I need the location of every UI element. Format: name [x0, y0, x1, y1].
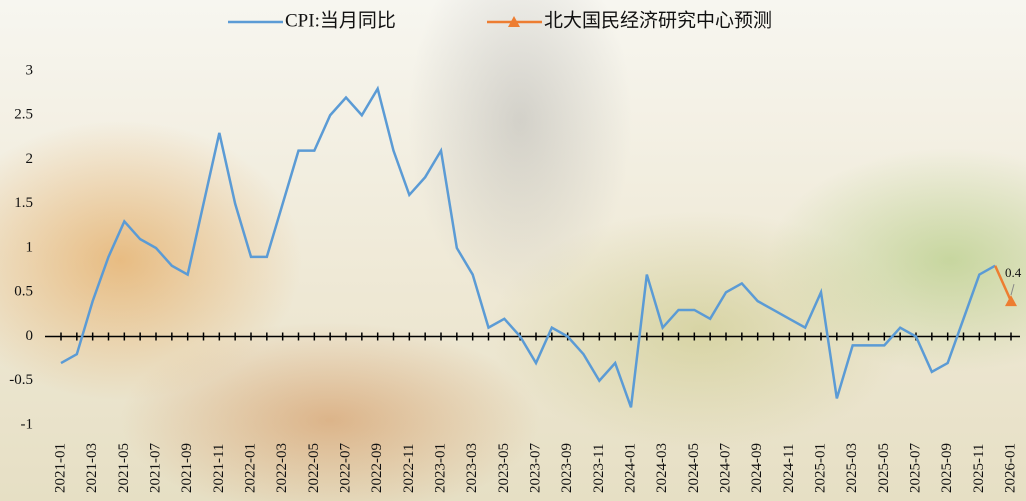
- x-tick-label: 2023-03: [464, 443, 480, 493]
- x-tick-label: 2026-01: [1002, 443, 1018, 493]
- x-tick-label: 2025-05: [876, 443, 892, 493]
- x-tick-label: 2024-07: [717, 443, 733, 493]
- x-tick-label: 2023-01: [432, 443, 448, 493]
- y-tick-label: 0.5: [14, 284, 33, 300]
- y-tick-label: 1.5: [14, 195, 33, 211]
- label-leader: [1011, 284, 1014, 295]
- chart: -1 -0.5 0 0.5 1 1.5 2 2.5 3 2021-01 2021-03 2021-05…: [0, 0, 1026, 501]
- x-tick-label: 2024-05: [686, 443, 702, 493]
- y-tick-label: 3: [26, 62, 34, 78]
- y-tick-label: 2.5: [14, 107, 33, 123]
- x-tick-label: 2021-09: [179, 443, 195, 493]
- series-line: [61, 89, 995, 408]
- x-tick-label: 2021-11: [211, 444, 227, 493]
- legend-label: CPI:当月同比: [285, 9, 396, 31]
- x-tick-label: 2025-07: [907, 443, 923, 493]
- data-label: 0.4: [1005, 265, 1022, 280]
- x-tick-label: 2023-11: [591, 444, 607, 493]
- y-tick-label: -0.5: [9, 372, 33, 388]
- x-tick-label: 2024-11: [781, 444, 797, 493]
- y-tick-label: 0: [26, 328, 34, 344]
- x-tick-label: 2024-01: [622, 443, 638, 493]
- x-tick-label: 2023-07: [527, 443, 543, 493]
- x-tick-label: 2023-09: [559, 443, 575, 493]
- y-tick-label: 1: [26, 239, 34, 255]
- marker: [1005, 295, 1017, 306]
- x-tick-label: 2025-11: [971, 444, 987, 493]
- x-tick-label: 2022-07: [337, 443, 353, 493]
- x-tick-label: 2025-03: [844, 443, 860, 493]
- x-tick-label: 2022-01: [242, 443, 258, 493]
- x-tick-label: 2024-03: [654, 443, 670, 493]
- x-tick-label: 2022-03: [274, 443, 290, 493]
- x-tick-label: 2025-01: [812, 443, 828, 493]
- x-tick-label: 2023-05: [496, 443, 512, 493]
- legend-label: 北大国民经济研究中心预测: [544, 9, 772, 31]
- x-tick-label: 2021-03: [84, 443, 100, 493]
- x-tick-label: 2022-09: [369, 443, 385, 493]
- x-tick-label: 2021-01: [52, 443, 68, 493]
- x-tick-label: 2024-09: [749, 443, 765, 493]
- x-tick-label: 2022-11: [401, 444, 417, 493]
- y-tick-label: 2: [26, 151, 34, 167]
- x-tick-label: 2022-05: [306, 443, 322, 493]
- x-tick-label: 2021-07: [147, 443, 163, 493]
- x-tick-label: 2025-09: [939, 443, 955, 493]
- x-tick-label: 2021-05: [116, 443, 132, 493]
- y-tick-label: -1: [21, 416, 34, 432]
